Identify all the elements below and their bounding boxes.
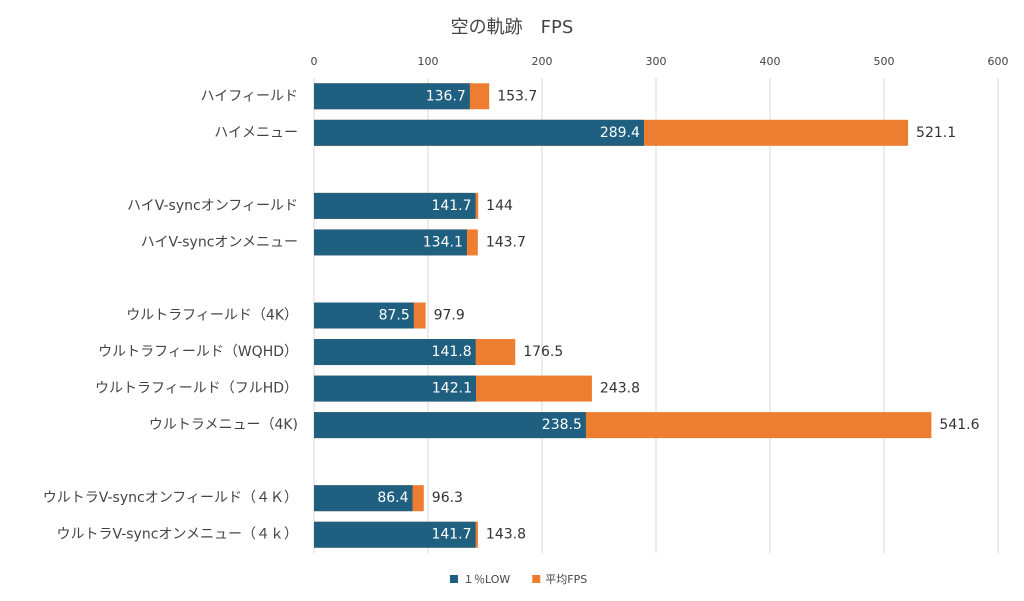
x-tick-label: 500 <box>874 55 895 68</box>
value-label: 144 <box>486 198 513 214</box>
bar <box>314 302 414 329</box>
value-label: 143.7 <box>486 234 526 250</box>
legend-swatch <box>532 575 541 583</box>
value-label: 97.9 <box>434 308 465 324</box>
value-label: 141.7 <box>431 527 471 543</box>
x-tick-label: 600 <box>988 55 1009 68</box>
value-label: 96.3 <box>432 490 463 506</box>
bar <box>314 119 644 146</box>
x-tick-label: 300 <box>646 55 667 68</box>
value-label: 153.7 <box>497 88 537 104</box>
y-tick-label: ハイV-syncオンメニュー <box>141 234 298 250</box>
legend-label: 平均FPS <box>545 573 587 586</box>
y-tick-label: ハイV-syncオンフィールド <box>127 198 298 214</box>
x-tick-label: 100 <box>418 55 439 68</box>
value-label: 238.5 <box>542 417 582 433</box>
x-tick-label: 400 <box>760 55 781 68</box>
value-label: 289.4 <box>600 125 640 141</box>
value-label: 134.1 <box>423 234 463 250</box>
value-label: 86.4 <box>377 490 408 506</box>
y-tick-label: ウルトラV-syncオンフィールド（４Ｋ） <box>43 490 298 506</box>
value-label: 141.7 <box>431 198 471 214</box>
value-label: 143.8 <box>486 527 526 543</box>
legend-label: １％LOW <box>463 573 510 586</box>
x-tick-label: 0 <box>311 55 318 68</box>
y-tick-label: ウルトラフィールド（4K） <box>126 308 298 324</box>
y-tick-label: ウルトラフィールド（WQHD） <box>98 344 298 360</box>
value-label: 142.1 <box>432 381 472 397</box>
bar <box>314 485 413 512</box>
chart-title: 空の軌跡 FPS <box>451 17 574 38</box>
value-label: 176.5 <box>523 344 563 360</box>
y-tick-label: ウルトラV-syncオンメニュー（４ｋ） <box>56 527 298 543</box>
value-label: 243.8 <box>600 381 640 397</box>
x-tick-label: 200 <box>532 55 553 68</box>
value-label: 141.8 <box>432 344 472 360</box>
bar <box>314 83 470 110</box>
bar <box>314 192 476 219</box>
value-label: 87.5 <box>379 308 410 324</box>
y-tick-label: ウルトラフィールド（フルHD） <box>95 381 298 397</box>
y-tick-label: ハイメニュー <box>214 125 298 141</box>
bar <box>314 521 476 548</box>
value-label: 136.7 <box>426 88 466 104</box>
y-tick-label: ウルトラメニュー（4K) <box>149 417 298 433</box>
value-label: 521.1 <box>916 125 956 141</box>
bar <box>314 339 476 366</box>
legend-swatch <box>450 575 458 583</box>
bar <box>314 229 467 256</box>
value-label: 541.6 <box>939 417 979 433</box>
y-tick-label: ハイフィールド <box>201 88 298 104</box>
bar <box>314 412 586 439</box>
bar <box>314 375 476 402</box>
